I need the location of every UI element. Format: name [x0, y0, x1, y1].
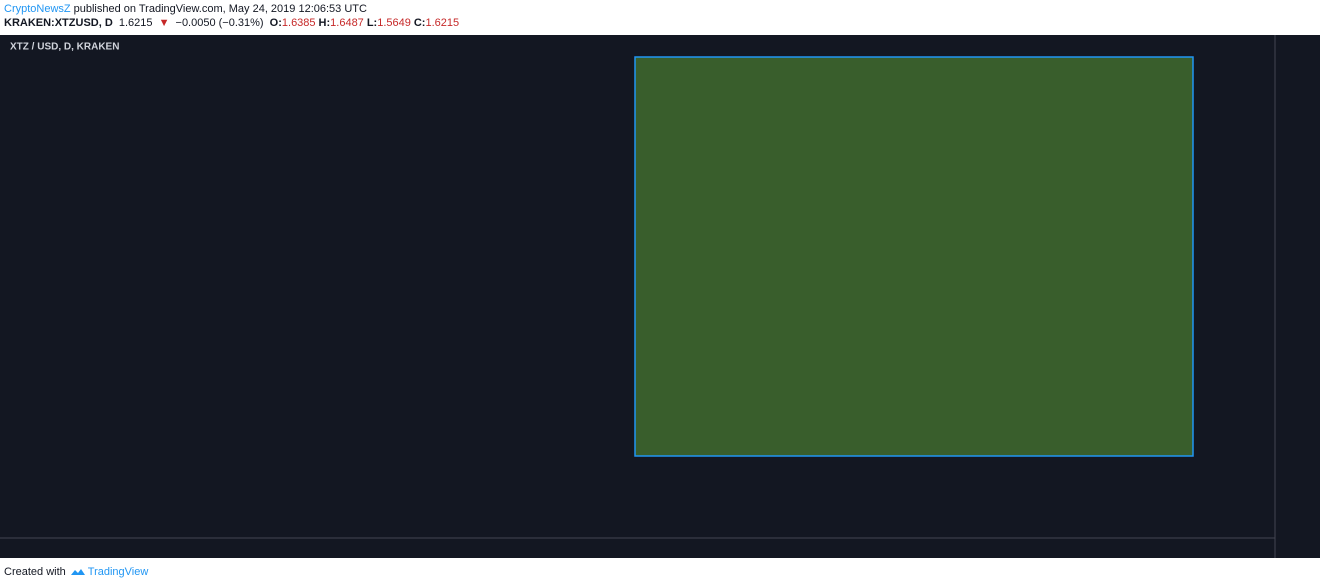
ohlc-label: C: [413, 17, 426, 29]
quote-line: KRAKEN:XTZUSD, D 1.6215 ▼ −0.0050 (−0.31… [4, 17, 465, 29]
ohlc-label: H: [318, 17, 331, 29]
symbol: KRAKEN:XTZUSD, D [4, 17, 113, 29]
footer: Created with TradingView [4, 566, 148, 578]
ohlc: O:1.6385 H:1.6487 L:1.5649 C:1.6215 [270, 17, 462, 29]
arrow: ▼ [158, 17, 170, 29]
published: published on TradingView.com, May 24, 20… [73, 3, 367, 15]
publish-line: CryptoNewsZ published on TradingView.com,… [4, 3, 370, 15]
chart: XTZ / USD, D, KRAKEN [0, 35, 1320, 558]
created-with: Created with [4, 566, 66, 578]
ohlc-label: O: [269, 17, 282, 29]
ohlc-value: 1.6215 [425, 17, 460, 29]
range-box[interactable] [634, 56, 1194, 457]
ohlc-value: 1.6385 [281, 17, 316, 29]
logo [70, 569, 85, 575]
ohlc-label: L: [366, 17, 378, 29]
plot-background [0, 35, 1275, 558]
author[interactable]: CryptoNewsZ [4, 3, 71, 15]
brand[interactable]: TradingView [87, 566, 149, 578]
chart-title: XTZ / USD, D, KRAKEN [10, 42, 119, 53]
price-axis-background [1275, 35, 1320, 558]
ohlc-value: 1.5649 [377, 17, 411, 29]
last-price: 1.6215 [118, 17, 153, 29]
ohlc-value: 1.6487 [330, 17, 364, 29]
change: −0.0050 (−0.31%) [175, 17, 264, 29]
